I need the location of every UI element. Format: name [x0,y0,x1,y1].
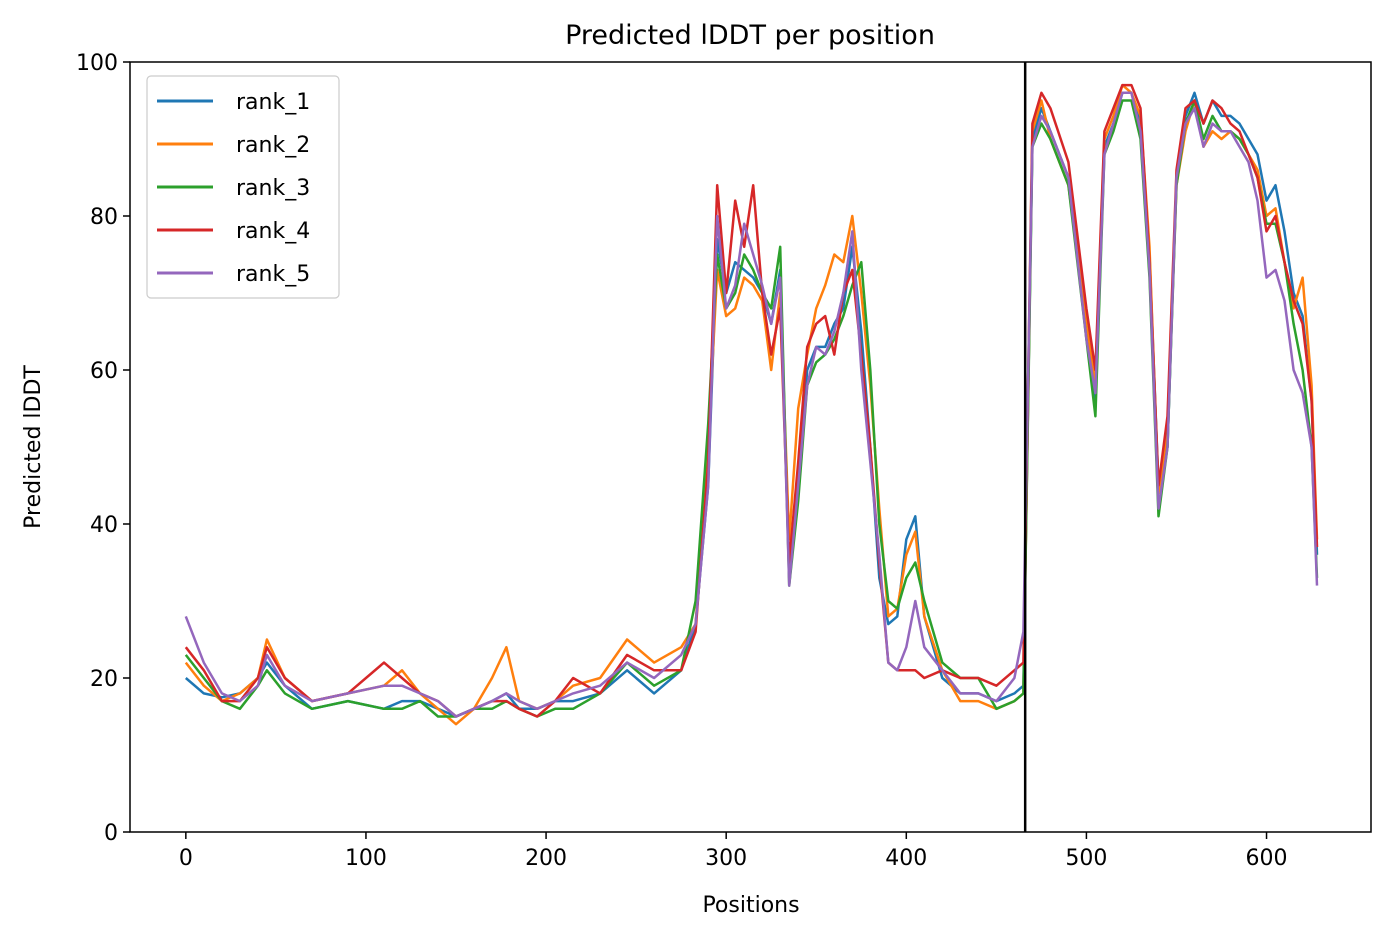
series-line-rank-5 [184,91,1319,718]
legend: rank_1 rank_2 rank_3 rank_4 rank_5 [146,75,340,299]
chart-title: Predicted lDDT per position [565,20,935,51]
legend-label-rank-4: rank_4 [236,219,310,244]
y-axis-label: Predicted lDDT [21,365,46,529]
legend-label-rank-5: rank_5 [236,262,310,287]
x-axis-label: Positions [702,893,799,918]
series-line-rank-3 [184,99,1319,718]
x-tick-label: 600 [1246,846,1288,871]
x-tick-label: 400 [885,846,927,871]
y-tick-label: 60 [90,359,118,384]
x-tick-label: 100 [345,846,387,871]
y-tick-label: 20 [90,667,118,692]
legend-box [146,75,340,299]
x-tick-label: 200 [525,846,567,871]
y-tick-label: 40 [90,513,118,538]
y-tick-label: 0 [104,821,118,846]
x-tick-label: 500 [1065,846,1107,871]
y-tick-label: 100 [76,51,118,76]
series-layer [184,83,1319,726]
x-axis: 0 100 200 300 400 500 600 [179,832,1288,871]
legend-label-rank-3: rank_3 [236,176,310,201]
legend-label-rank-2: rank_2 [236,133,310,158]
legend-label-rank-1: rank_1 [236,90,310,115]
x-tick-label: 300 [705,846,747,871]
y-axis: 0 20 40 60 80 100 [76,51,130,846]
y-tick-label: 80 [90,205,118,230]
x-tick-label: 0 [179,846,193,871]
plot-frame [129,61,1372,833]
